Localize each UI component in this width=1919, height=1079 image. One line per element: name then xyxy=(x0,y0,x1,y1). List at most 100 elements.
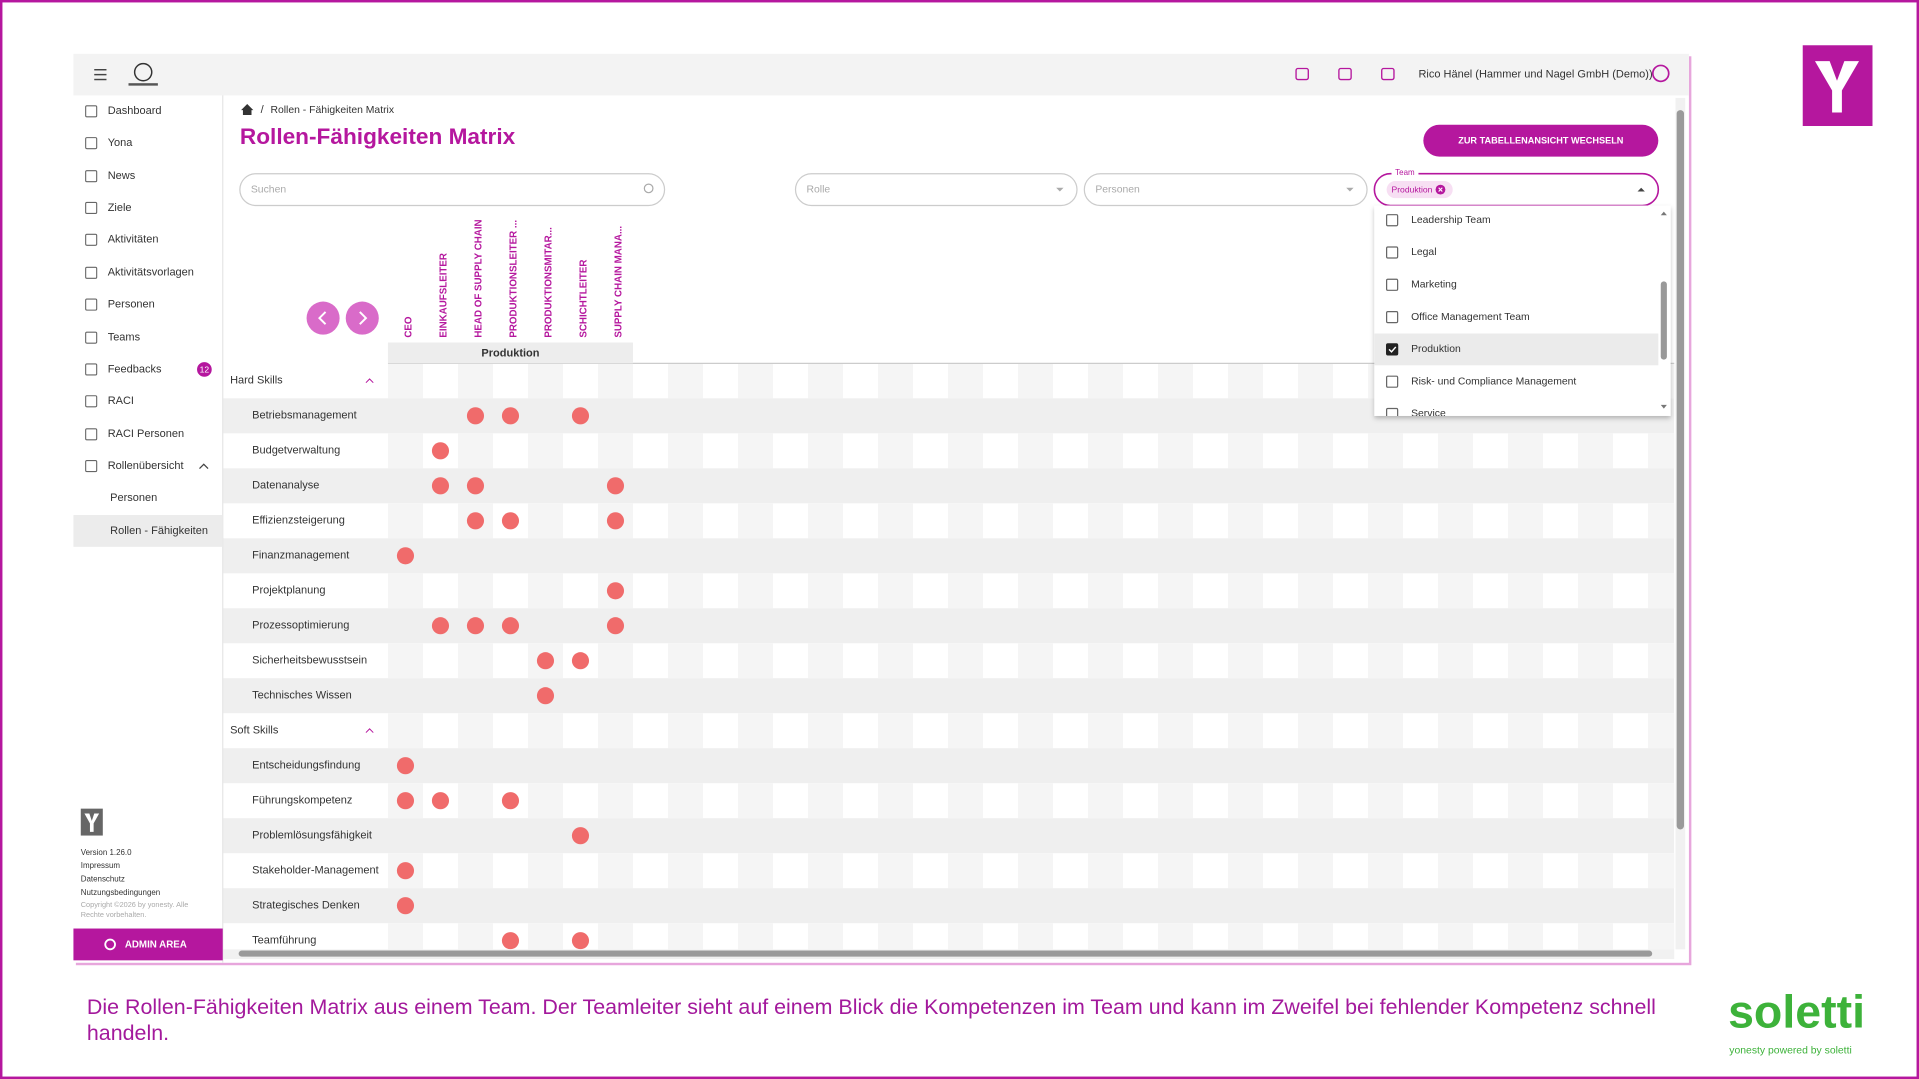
nav-item[interactable]: Ziele xyxy=(108,202,132,214)
nav-icon xyxy=(85,331,98,344)
nav-item[interactable]: Yona xyxy=(108,137,134,149)
skill-dot xyxy=(501,617,520,635)
column-band xyxy=(877,713,913,749)
checkbox[interactable] xyxy=(1386,375,1399,388)
nav-item[interactable]: Aktivitätsvorlagen xyxy=(108,267,194,279)
nav-arrow[interactable] xyxy=(306,301,340,335)
dropdown-option[interactable]: Risk- und Compliance Management xyxy=(1411,376,1576,387)
filter-placeholder: Suchen xyxy=(251,184,286,195)
filter-search[interactable] xyxy=(239,173,666,207)
user-icon[interactable] xyxy=(1651,64,1670,83)
footer-line[interactable]: Impressum xyxy=(81,861,121,870)
column-band xyxy=(947,503,983,539)
column-band xyxy=(1578,713,1614,749)
column-band xyxy=(1438,573,1474,609)
checkbox[interactable] xyxy=(1386,214,1399,227)
header-icon[interactable] xyxy=(1338,67,1352,81)
column-band xyxy=(1298,713,1334,749)
nav-icon xyxy=(85,105,98,118)
column-band xyxy=(737,923,773,950)
column-band xyxy=(737,363,773,399)
column-band xyxy=(527,363,563,399)
column-band xyxy=(947,713,983,749)
breadcrumb: Rollen - Fähigkeiten Matrix xyxy=(270,105,394,116)
nav-subitem[interactable]: Personen xyxy=(110,492,157,504)
filter-persons[interactable] xyxy=(1083,173,1368,207)
dropdown-option[interactable]: Office Management Team xyxy=(1411,312,1530,323)
nav-item[interactable]: Feedbacks xyxy=(108,363,162,375)
collapse-chevron[interactable] xyxy=(365,728,374,733)
column-band xyxy=(1368,923,1404,950)
column-band xyxy=(1648,433,1675,469)
checkbox[interactable] xyxy=(1386,278,1399,291)
nav-item[interactable]: RACI xyxy=(108,395,134,407)
dropdown-option[interactable]: Leadership Team xyxy=(1411,215,1491,226)
column-band xyxy=(597,363,633,399)
dropdown-option[interactable]: Legal xyxy=(1411,247,1436,258)
dropdown-option[interactable]: Service xyxy=(1411,409,1446,420)
header-icon[interactable] xyxy=(1381,67,1395,81)
collapse-chevron[interactable] xyxy=(365,378,374,384)
column-band xyxy=(597,783,633,819)
column-band xyxy=(877,923,913,950)
admin-button[interactable] xyxy=(73,928,223,961)
nav-item[interactable]: Personen xyxy=(108,299,155,311)
column-band xyxy=(597,643,633,679)
header-icon[interactable] xyxy=(1295,67,1309,81)
dropdown-option[interactable]: Marketing xyxy=(1411,280,1457,291)
expand-chevron xyxy=(199,463,209,469)
skill-label: Teamführung xyxy=(252,935,316,947)
skill-dot xyxy=(501,512,520,530)
checkbox[interactable] xyxy=(1386,310,1399,324)
nav-item[interactable]: Teams xyxy=(108,332,141,344)
column-band xyxy=(1228,503,1264,539)
dropdown-scroll-thumb[interactable] xyxy=(1660,281,1667,360)
h-scroll-thumb[interactable] xyxy=(238,950,1653,957)
column-band xyxy=(947,363,983,399)
user-name[interactable]: Rico Hänel (Hammer und Nagel GmbH (Demo)… xyxy=(1418,69,1652,81)
column-band xyxy=(1578,853,1614,889)
nav-item[interactable]: RACI Personen xyxy=(108,428,184,440)
dropdown-option[interactable]: Produktion xyxy=(1411,344,1461,355)
team-label-bg xyxy=(1391,168,1419,177)
column-band xyxy=(737,573,773,609)
nav-arrow[interactable] xyxy=(345,301,379,335)
logo-y xyxy=(1814,61,1860,113)
column-band xyxy=(1228,433,1264,469)
nav-arrow-icon xyxy=(318,311,327,325)
column-band xyxy=(597,713,633,749)
column-band xyxy=(1648,573,1675,609)
footer-line[interactable]: Datenschutz xyxy=(81,875,125,884)
checkbox[interactable] xyxy=(1386,246,1399,259)
column-band xyxy=(1088,643,1124,679)
footer-line[interactable]: Nutzungsbedingungen xyxy=(81,888,160,897)
column-band xyxy=(877,433,913,469)
nav-item[interactable]: Rollenübersicht xyxy=(108,460,184,472)
home-icon[interactable] xyxy=(241,103,254,115)
v-scroll-thumb[interactable] xyxy=(1676,110,1685,830)
nav-item[interactable]: Aktivitäten xyxy=(108,234,159,246)
column-band xyxy=(1017,433,1054,469)
nav-subitem[interactable]: Rollen - Fähigkeiten xyxy=(110,525,208,537)
column-band xyxy=(457,363,493,399)
column-band xyxy=(947,573,983,609)
switch-button[interactable] xyxy=(1423,124,1659,157)
nav-item[interactable]: Dashboard xyxy=(108,105,162,117)
badge-count: 12 xyxy=(200,364,210,374)
nav-item[interactable]: News xyxy=(108,170,136,182)
column-band xyxy=(457,433,493,469)
row-band xyxy=(222,818,1675,854)
skill-dot xyxy=(501,792,520,810)
column-band xyxy=(387,923,423,950)
column-band xyxy=(1017,713,1054,749)
column-band xyxy=(877,643,913,679)
checkbox[interactable] xyxy=(1386,407,1399,419)
checkbox[interactable] xyxy=(1386,343,1399,356)
filter-role[interactable] xyxy=(794,173,1078,207)
dropdown-options: Leadership Team Legal Marketing Office Mana… xyxy=(1374,214,1659,420)
column-band xyxy=(1158,433,1194,469)
team-chip[interactable] xyxy=(1386,181,1453,199)
column-band xyxy=(877,363,913,399)
column-band xyxy=(1017,923,1054,950)
